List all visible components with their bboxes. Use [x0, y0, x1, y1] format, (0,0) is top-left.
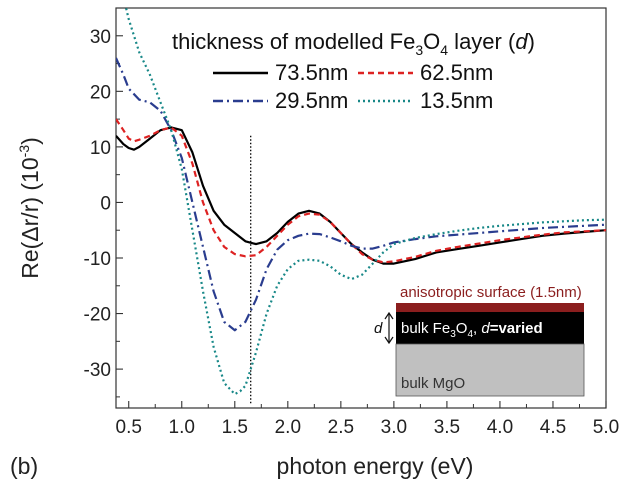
y-axis: 30 20 10 0 -10 -20 -30 [84, 27, 123, 398]
inset-substrate-label: bulk MgO [401, 375, 465, 392]
panel-label: (b) [10, 453, 38, 479]
x-tick-label: 1.0 [169, 417, 195, 438]
inset-substrate-layer [395, 343, 585, 397]
y-tick-label: 20 [90, 82, 111, 103]
x-tick-label: 4.0 [487, 417, 513, 438]
x-tick-label: 2.5 [328, 417, 354, 438]
series-line-73.5nm [116, 126, 606, 265]
series-line-13.5nm [124, 8, 606, 396]
x-tick-label: 1.5 [222, 417, 248, 438]
y-tick-label: -30 [84, 360, 111, 381]
inset-surface-layer [396, 303, 584, 312]
inset-schematic: anisotropic surface (1.5nm) bulk Fe3O4, … [374, 284, 585, 397]
legend: thickness of modelled Fe3O4 layer (d) 73… [172, 29, 535, 113]
y-tick-label: 30 [90, 27, 111, 48]
legend-title: thickness of modelled Fe3O4 layer (d) [172, 29, 535, 58]
plot-frame [115, 7, 607, 409]
x-axis: 0.5 1.0 1.5 2.0 2.5 3.0 3.5 4.0 4.5 5.0 [116, 401, 619, 438]
legend-label: 13.5nm [420, 88, 493, 113]
series-layer [116, 8, 606, 396]
x-tick-label: 3.0 [381, 417, 407, 438]
x-tick-label: 5.0 [593, 417, 619, 438]
x-axis-title: photon energy (eV) [277, 453, 474, 479]
y-tick-label: 10 [90, 138, 111, 159]
x-tick-label: 4.5 [540, 417, 566, 438]
y-axis-title: Re(Δr/r) (10-3) [16, 137, 43, 279]
y-tick-label: -10 [84, 249, 111, 270]
y-tick-label: -20 [84, 305, 111, 326]
legend-label: 29.5nm [275, 88, 348, 113]
legend-label: 62.5nm [420, 60, 493, 85]
inset-surface-label: anisotropic surface (1.5nm) [400, 284, 582, 301]
x-tick-label: 2.0 [275, 417, 301, 438]
inset-film-label: bulk Fe3O4, d=varied [401, 320, 543, 340]
x-tick-label: 3.5 [434, 417, 460, 438]
series-line-62.5nm [116, 118, 606, 264]
legend-label: 73.5nm [275, 60, 348, 85]
inset-arrow-heads [384, 311, 394, 345]
inset-film-layer [396, 312, 584, 344]
x-tick-label: 0.5 [116, 417, 142, 438]
inset-d-label: d [374, 320, 383, 337]
y-tick-label: 0 [100, 193, 111, 214]
